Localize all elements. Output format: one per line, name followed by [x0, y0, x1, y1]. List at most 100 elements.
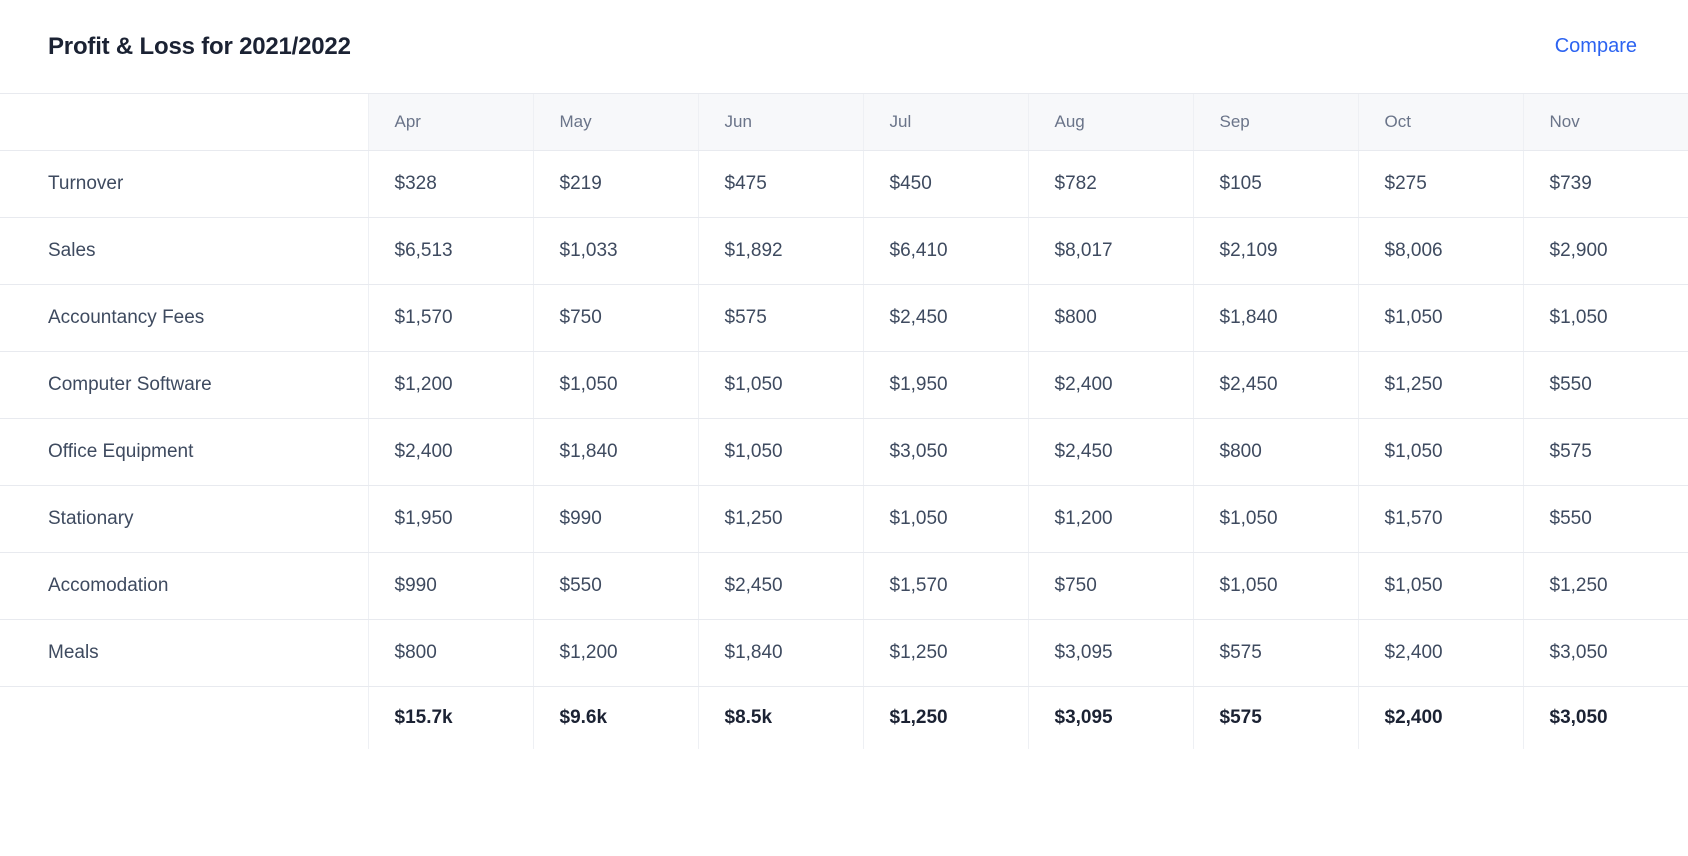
table-row: Meals $800 $1,200 $1,840 $1,250 $3,095 $575 $2,…	[0, 619, 1688, 687]
row-label: Turnover	[0, 150, 368, 218]
table-header: Apr May Jun Jul Aug Sep Oct Nov	[0, 93, 1688, 151]
cell-value: $739	[1522, 150, 1688, 218]
cell-value: $1,050	[1522, 284, 1688, 352]
table-row: Accountancy Fees $1,570 $750 $575 $2,450 $800…	[0, 284, 1688, 352]
row-label: Meals	[0, 619, 368, 687]
cell-value: $1,050	[862, 485, 1028, 553]
table-row: Office Equipment $2,400 $1,840 $1,050 $3,050…	[0, 418, 1688, 486]
cell-value: $550	[1522, 485, 1688, 553]
cell-value: $1,892	[697, 217, 863, 285]
cell-value: $550	[532, 552, 698, 620]
page-title: Profit & Loss for 2021/2022	[48, 32, 351, 60]
row-label: Office Equipment	[0, 418, 368, 486]
table-body: Turnover $328 $219 $475 $450 $782 $105 $275 $739…	[0, 150, 1688, 687]
total-value: $3,050	[1522, 686, 1688, 749]
cell-value: $1,050	[1357, 418, 1523, 486]
compare-link[interactable]: Compare	[1554, 35, 1637, 57]
cell-value: $2,450	[1192, 351, 1358, 419]
cell-value: $800	[367, 619, 533, 687]
cell-value: $800	[1027, 284, 1193, 352]
cell-value: $1,250	[862, 619, 1028, 687]
cell-value: $1,050	[1357, 552, 1523, 620]
cell-value: $1,840	[1192, 284, 1358, 352]
total-value: $3,095	[1027, 686, 1193, 749]
total-value: $1,250	[862, 686, 1028, 749]
cell-value: $800	[1192, 418, 1358, 486]
month-header: Aug	[1027, 93, 1193, 151]
cell-value: $1,033	[532, 217, 698, 285]
table-row: Stationary $1,950 $990 $1,250 $1,050 $1,200 $1…	[0, 485, 1688, 553]
cell-value: $2,400	[367, 418, 533, 486]
total-value: $2,400	[1357, 686, 1523, 749]
cell-value: $450	[862, 150, 1028, 218]
cell-value: $1,200	[532, 619, 698, 687]
cell-value: $2,450	[862, 284, 1028, 352]
cell-value: $475	[697, 150, 863, 218]
cell-value: $1,840	[532, 418, 698, 486]
cell-value: $275	[1357, 150, 1523, 218]
month-header: Jun	[697, 93, 863, 151]
cell-value: $2,400	[1357, 619, 1523, 687]
profit-loss-table: Apr May Jun Jul Aug Sep Oct Nov Turnover $328 $21…	[0, 93, 1688, 749]
cell-value: $550	[1522, 351, 1688, 419]
cell-value: $1,250	[1357, 351, 1523, 419]
table-row: Computer Software $1,200 $1,050 $1,050 $1,95…	[0, 351, 1688, 419]
cell-value: $8,017	[1027, 217, 1193, 285]
cell-value: $1,250	[1522, 552, 1688, 620]
row-label: Accomodation	[0, 552, 368, 620]
row-label: Stationary	[0, 485, 368, 553]
cell-value: $2,109	[1192, 217, 1358, 285]
cell-value: $575	[697, 284, 863, 352]
cell-value: $990	[532, 485, 698, 553]
cell-value: $1,200	[367, 351, 533, 419]
cell-value: $1,050	[1192, 485, 1358, 553]
cell-value: $2,900	[1522, 217, 1688, 285]
cell-value: $1,570	[1357, 485, 1523, 553]
cell-value: $1,950	[367, 485, 533, 553]
cell-value: $782	[1027, 150, 1193, 218]
cell-value: $1,050	[532, 351, 698, 419]
cell-value: $750	[532, 284, 698, 352]
cell-value: $3,050	[862, 418, 1028, 486]
totals-label	[0, 687, 368, 749]
cell-value: $750	[1027, 552, 1193, 620]
cell-value: $2,450	[1027, 418, 1193, 486]
cell-value: $2,450	[697, 552, 863, 620]
cell-value: $1,050	[1357, 284, 1523, 352]
table-row: Accomodation $990 $550 $2,450 $1,570 $750 $1,0…	[0, 552, 1688, 620]
page-header: Profit & Loss for 2021/2022 Compare	[0, 0, 1688, 93]
month-header: Jul	[862, 93, 1028, 151]
table-row: Sales $6,513 $1,033 $1,892 $6,410 $8,017 $2,10…	[0, 217, 1688, 285]
cell-value: $990	[367, 552, 533, 620]
cell-value: $1,950	[862, 351, 1028, 419]
total-value: $8.5k	[697, 686, 863, 749]
cell-value: $6,513	[367, 217, 533, 285]
cell-value: $8,006	[1357, 217, 1523, 285]
cell-value: $3,095	[1027, 619, 1193, 687]
total-value: $9.6k	[532, 686, 698, 749]
cell-value: $1,050	[1192, 552, 1358, 620]
month-header: May	[532, 93, 698, 151]
cell-value: $1,050	[697, 418, 863, 486]
cell-value: $328	[367, 150, 533, 218]
cell-value: $575	[1522, 418, 1688, 486]
cell-value: $219	[532, 150, 698, 218]
month-header: Apr	[367, 93, 533, 151]
row-label: Accountancy Fees	[0, 284, 368, 352]
totals-row: $15.7k $9.6k $8.5k $1,250 $3,095 $575 $2,400 $3…	[0, 686, 1688, 749]
total-value: $575	[1192, 686, 1358, 749]
cell-value: $3,050	[1522, 619, 1688, 687]
row-label: Sales	[0, 217, 368, 285]
month-header: Sep	[1192, 93, 1358, 151]
total-value: $15.7k	[367, 686, 533, 749]
table-header-row: Apr May Jun Jul Aug Sep Oct Nov	[0, 93, 1688, 151]
row-label: Computer Software	[0, 351, 368, 419]
month-header: Nov	[1522, 93, 1688, 151]
cell-value: $1,570	[862, 552, 1028, 620]
cell-value: $1,250	[697, 485, 863, 553]
cell-value: $6,410	[862, 217, 1028, 285]
cell-value: $1,840	[697, 619, 863, 687]
cell-value: $105	[1192, 150, 1358, 218]
cell-value: $1,050	[697, 351, 863, 419]
table-footer: $15.7k $9.6k $8.5k $1,250 $3,095 $575 $2,400 $3…	[0, 686, 1688, 749]
